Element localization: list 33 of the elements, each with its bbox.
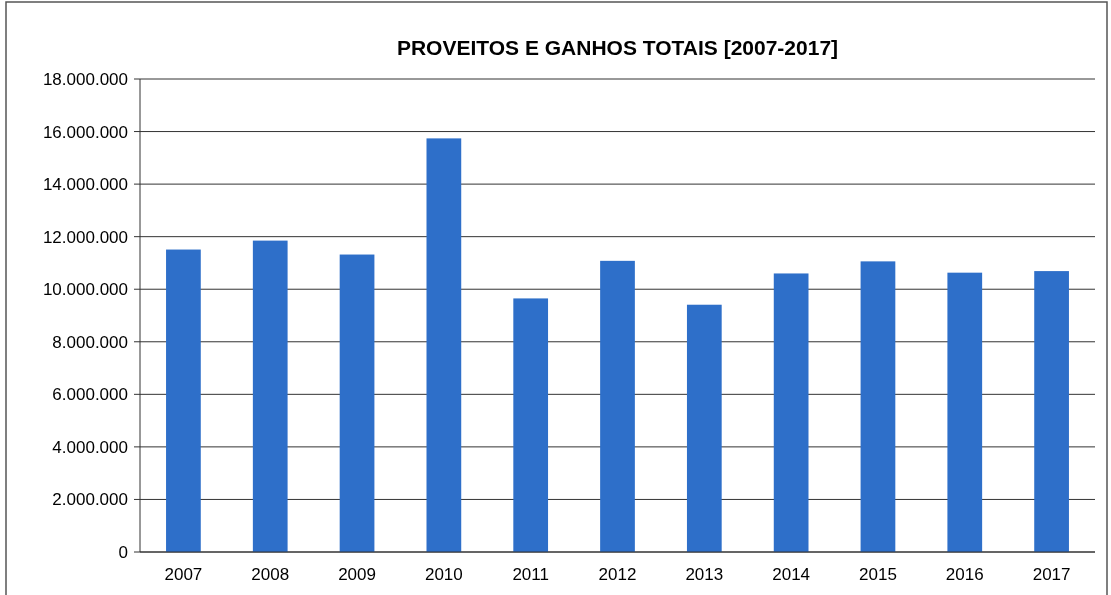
x-tick-label: 2011 bbox=[512, 565, 549, 584]
y-tick-label: 16.000.000 bbox=[42, 122, 128, 142]
bar bbox=[947, 272, 983, 552]
x-tick-label: 2014 bbox=[772, 565, 811, 584]
y-tick-label: 18.000.000 bbox=[42, 69, 128, 89]
x-tick-label: 2015 bbox=[859, 565, 897, 584]
y-tick-label: 0 bbox=[118, 542, 128, 562]
x-tick-label: 2010 bbox=[424, 565, 463, 584]
bar bbox=[1034, 271, 1069, 552]
x-tick-label: 2008 bbox=[251, 565, 290, 584]
bar bbox=[426, 138, 462, 552]
x-tick-label: 2016 bbox=[945, 565, 984, 584]
y-tick-label: 6.000.000 bbox=[52, 385, 128, 405]
x-tick-label: 2013 bbox=[685, 565, 724, 584]
y-tick-label: 10.000.000 bbox=[42, 280, 128, 300]
y-tick-label: 8.000.000 bbox=[52, 332, 128, 352]
bar bbox=[686, 304, 722, 552]
x-tick-label: 2012 bbox=[598, 565, 637, 584]
bar bbox=[252, 240, 288, 552]
y-tick-label: 4.000.000 bbox=[52, 437, 128, 457]
x-tick-label: 2009 bbox=[338, 565, 376, 584]
bar bbox=[166, 249, 201, 552]
y-tick-label: 2.000.000 bbox=[52, 490, 128, 510]
x-tick-label: 2007 bbox=[164, 565, 203, 584]
x-tick-label: 2017 bbox=[1032, 565, 1071, 584]
bar bbox=[860, 261, 896, 552]
y-tick-label: 12.000.000 bbox=[42, 227, 128, 247]
bar bbox=[513, 298, 549, 552]
y-tick-label: 14.000.000 bbox=[42, 175, 128, 195]
chart-title: PROVEITOS E GANHOS TOTAIS [2007-2017] bbox=[396, 36, 839, 59]
bar bbox=[773, 273, 809, 552]
bar bbox=[600, 260, 635, 552]
bar bbox=[339, 254, 375, 552]
